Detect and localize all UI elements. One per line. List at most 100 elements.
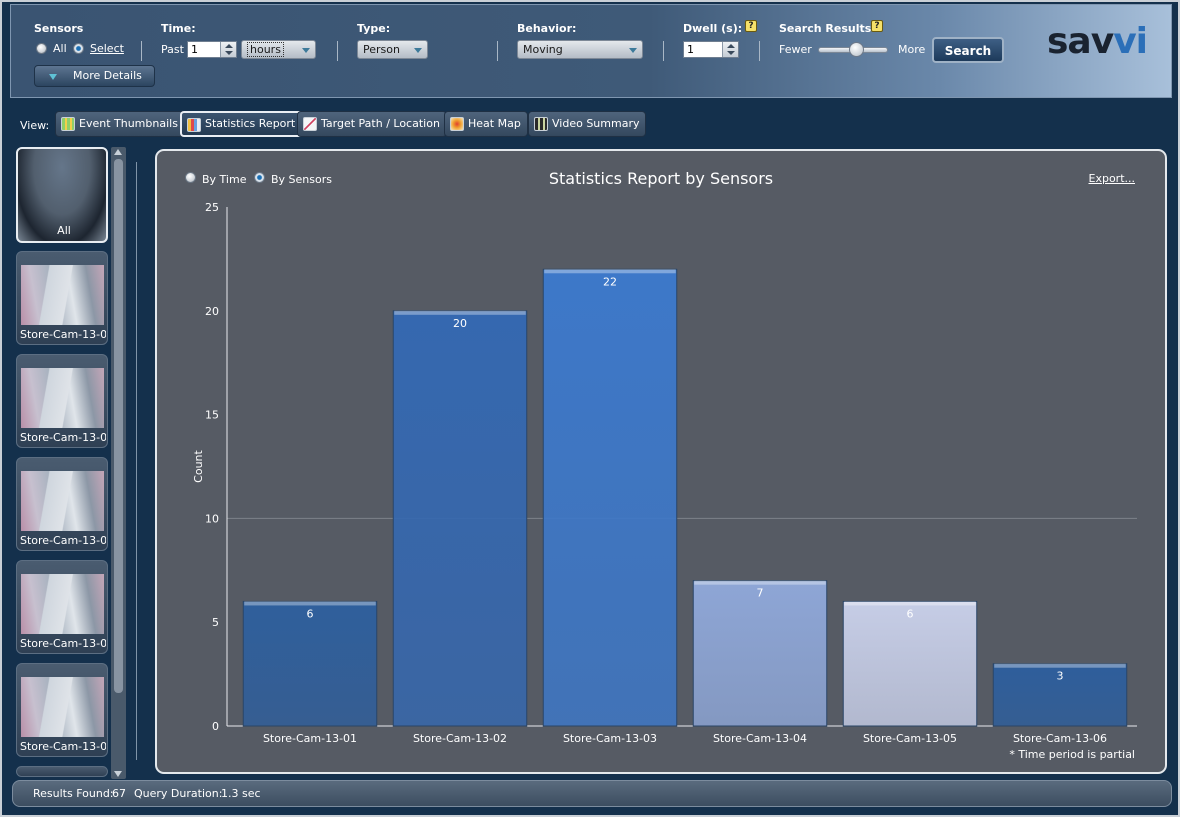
sensor-thumb[interactable]: Store-Cam-13-0 <box>16 560 108 654</box>
x-tick-label: Store-Cam-13-06 <box>1013 732 1107 745</box>
y-tick-label: 0 <box>212 720 219 733</box>
search-button[interactable]: Search <box>932 37 1004 63</box>
scrollbar-thumb[interactable] <box>114 159 123 693</box>
film-icon <box>534 117 548 131</box>
behavior-label: Behavior: <box>517 22 577 35</box>
bar-value-label: 3 <box>1057 670 1064 683</box>
bar <box>992 663 1128 727</box>
type-select[interactable]: Person <box>357 40 428 59</box>
bar <box>692 580 828 727</box>
y-tick-label: 5 <box>212 616 219 629</box>
sensor-thumb[interactable]: Store-Cam-13-0 <box>16 663 108 757</box>
by-time-label: By Time <box>202 173 247 186</box>
scroll-up-arrow-icon[interactable] <box>114 149 122 155</box>
chevron-down-icon <box>414 48 422 53</box>
sensor-thumb-label: Store-Cam-13-0 <box>20 740 106 753</box>
y-axis-label: Count <box>192 449 205 482</box>
sensors-all-label: All <box>53 42 67 55</box>
time-unit-value: hours <box>247 42 284 57</box>
x-tick-label: Store-Cam-13-05 <box>863 732 957 745</box>
dwell-label: Dwell (s): <box>683 22 743 35</box>
camera-preview-image <box>21 265 104 325</box>
time-value-stepper[interactable]: 1 <box>187 41 237 58</box>
heatmap-icon <box>450 117 464 131</box>
sidebar-scrollbar[interactable] <box>111 147 126 779</box>
bar-value-label: 20 <box>453 317 467 330</box>
path-icon <box>303 117 317 131</box>
dwell-value-stepper[interactable]: 1 <box>683 41 739 58</box>
logo-text-part1: sav <box>1047 21 1114 62</box>
by-time-radio[interactable] <box>185 172 196 183</box>
spinner-arrows-icon[interactable] <box>722 42 738 57</box>
sensor-thumb[interactable]: Store-Cam-13-0 <box>16 354 108 448</box>
behavior-select[interactable]: Moving <box>517 40 643 59</box>
view-target-path-button[interactable]: Target Path / Location <box>297 111 447 137</box>
time-unit-select[interactable]: hours <box>241 40 316 59</box>
export-link[interactable]: Export... <box>1088 172 1136 185</box>
chevron-down-icon <box>302 48 310 53</box>
sensor-thumb[interactable] <box>16 766 108 777</box>
by-sensors-label: By Sensors <box>271 173 332 186</box>
search-results-label: Search Results: <box>779 22 876 35</box>
partial-period-footnote: * Time period is partial <box>1009 748 1135 761</box>
bar-chart-icon <box>187 118 201 132</box>
by-sensors-radio[interactable] <box>254 172 265 183</box>
sensor-sidebar: All Store-Cam-13-0 Store-Cam-13-0 Store-… <box>16 145 128 779</box>
view-heat-map-button[interactable]: Heat Map <box>444 111 528 137</box>
bar-highlight <box>994 663 1126 668</box>
logo-text-part2: vi <box>1113 21 1148 62</box>
separator <box>663 41 664 61</box>
separator <box>337 41 338 61</box>
bar-highlight <box>244 601 376 606</box>
bar-value-label: 6 <box>307 607 314 620</box>
view-statistics-report-button[interactable]: Statistics Report <box>180 111 304 137</box>
camera-preview-image <box>21 677 104 737</box>
bar <box>842 600 978 727</box>
spinner-arrows-icon[interactable] <box>220 42 236 57</box>
sensor-thumb[interactable]: Store-Cam-13-0 <box>16 251 108 345</box>
chart-panel: By Time By Sensors Statistics Report by … <box>155 149 1167 774</box>
scroll-down-arrow-icon[interactable] <box>114 771 122 777</box>
type-value: Person <box>363 43 400 56</box>
sensors-all-radio[interactable] <box>36 43 47 54</box>
view-button-label: Target Path / Location <box>321 117 440 130</box>
y-tick-label: 15 <box>205 409 219 422</box>
results-slider-thumb[interactable] <box>848 42 864 57</box>
view-video-summary-button[interactable]: Video Summary <box>528 111 647 137</box>
sensor-thumb-label: Store-Cam-13-0 <box>20 534 106 547</box>
grid-icon <box>61 117 75 131</box>
sensor-thumb[interactable]: Store-Cam-13-0 <box>16 457 108 551</box>
status-bar: Results Found: 67 Query Duration: 1.3 se… <box>12 780 1172 807</box>
camera-preview-image <box>21 471 104 531</box>
bar-value-label: 6 <box>907 607 914 620</box>
bar-highlight <box>544 269 676 274</box>
help-icon[interactable]: ? <box>871 20 883 32</box>
sensor-thumb-all[interactable]: All <box>16 147 108 243</box>
more-label: More <box>898 43 926 56</box>
fewer-label: Fewer <box>779 43 812 56</box>
sensor-thumb-label: Store-Cam-13-0 <box>20 328 106 341</box>
help-icon[interactable]: ? <box>745 20 757 32</box>
view-button-label: Statistics Report <box>205 117 296 130</box>
separator <box>759 41 760 61</box>
query-duration-value: 1.3 sec <box>221 787 261 800</box>
x-tick-label: Store-Cam-13-01 <box>263 732 357 745</box>
y-tick-label: 20 <box>205 305 219 318</box>
query-duration-label: Query Duration: <box>134 787 223 800</box>
more-details-button[interactable]: More Details <box>34 65 155 87</box>
sensors-select-link[interactable]: Select <box>90 42 124 55</box>
behavior-value: Moving <box>523 43 563 56</box>
chevron-down-icon <box>629 48 637 53</box>
y-tick-label: 10 <box>205 512 219 525</box>
chart-title: Statistics Report by Sensors <box>548 169 774 188</box>
sensor-thumb-label: Store-Cam-13-0 <box>20 637 106 650</box>
view-button-label: Heat Map <box>468 117 521 130</box>
bar-highlight <box>394 310 526 315</box>
time-label: Time: <box>161 22 196 35</box>
sensors-select-radio[interactable] <box>73 43 84 54</box>
results-found-label: Results Found: <box>33 787 114 800</box>
view-event-thumbnails-button[interactable]: Event Thumbnails <box>55 111 185 137</box>
more-details-label: More Details <box>73 69 142 82</box>
time-value: 1 <box>191 43 198 56</box>
